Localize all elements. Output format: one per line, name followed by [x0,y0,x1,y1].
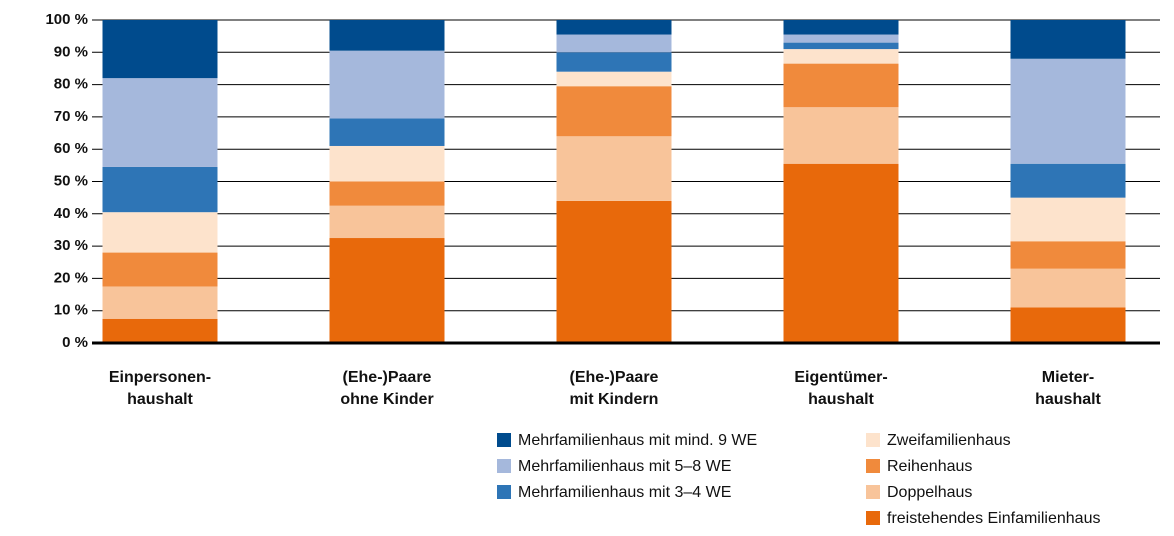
y-tick-label: 50 % [54,172,88,189]
y-tick-label: 70 % [54,108,88,125]
bar-segment [102,252,218,287]
legend-swatch [866,511,880,525]
x-tick-label: Eigentümer- [794,369,887,386]
bar-segment [329,20,445,51]
bar-segment [102,78,218,167]
bar-segment [1010,268,1126,308]
legend-label: Mehrfamilienhaus mit 3–4 WE [518,484,731,501]
x-tick-label: Mieter- [1042,369,1094,386]
y-tick-label: 100 % [45,11,88,28]
y-tick-label: 80 % [54,76,88,93]
x-tick-label: haushalt [808,391,874,408]
bar-segment [783,63,899,108]
bar-segment [102,166,218,213]
x-tick-label: haushalt [127,391,193,408]
bar-segment [783,49,899,64]
bar-segment [556,52,672,72]
legend-swatch [497,433,511,447]
x-tick-label: (Ehe-)Paare [570,369,659,386]
legend-label: Mehrfamilienhaus mit 5–8 WE [518,458,731,475]
legend-swatch [497,459,511,473]
bar-segment [1010,20,1126,59]
bar-segment [783,34,899,43]
legend-swatch [866,459,880,473]
y-tick-label: 60 % [54,140,88,157]
bar-segment [329,205,445,239]
bar-segment [783,163,899,343]
y-tick-label: 0 % [62,334,88,351]
legend-swatch [866,433,880,447]
legend-label: Zweifamilienhaus [887,432,1011,449]
legend-swatch [866,485,880,499]
y-tick-label: 30 % [54,237,88,254]
bar-segment [102,212,218,253]
x-tick-label: (Ehe-)Paare [343,369,432,386]
bar-segment [556,34,672,53]
bar-segment [1010,307,1126,343]
bar-segment [783,42,899,50]
y-tick-label: 10 % [54,302,88,319]
bar-segment [783,20,899,35]
y-tick-label: 20 % [54,269,88,286]
bar-segment [556,200,672,343]
bar-segment [1010,241,1126,269]
bar-segment [329,118,445,146]
bar-segment [329,181,445,206]
legend-label: freistehendes Einfamilienhaus [887,510,1100,527]
bar-segment [556,86,672,137]
x-tick-label: haushalt [1035,391,1101,408]
y-tick-label: 40 % [54,205,88,222]
bar-segment [102,20,218,79]
x-tick-label: ohne Kinder [340,391,433,408]
bar-segment [556,20,672,35]
bar-segment [556,71,672,87]
legend-label: Doppelhaus [887,484,972,501]
bar-segment [329,145,445,182]
bar-segment [1010,163,1126,198]
bar-segment [1010,197,1126,242]
bar-segment [102,286,218,319]
legend-label: Mehrfamilienhaus mit mind. 9 WE [518,432,757,449]
x-tick-label: Einpersonen- [109,369,211,386]
bar-segment [783,107,899,164]
bar-segment [329,238,445,343]
x-tick-label: mit Kindern [570,391,659,408]
y-tick-label: 90 % [54,43,88,60]
bar-segment [102,318,218,343]
bar-segment [329,50,445,119]
legend-label: Reihenhaus [887,458,972,475]
bar-segment [556,136,672,201]
bar-segment [1010,58,1126,164]
legend-swatch [497,485,511,499]
